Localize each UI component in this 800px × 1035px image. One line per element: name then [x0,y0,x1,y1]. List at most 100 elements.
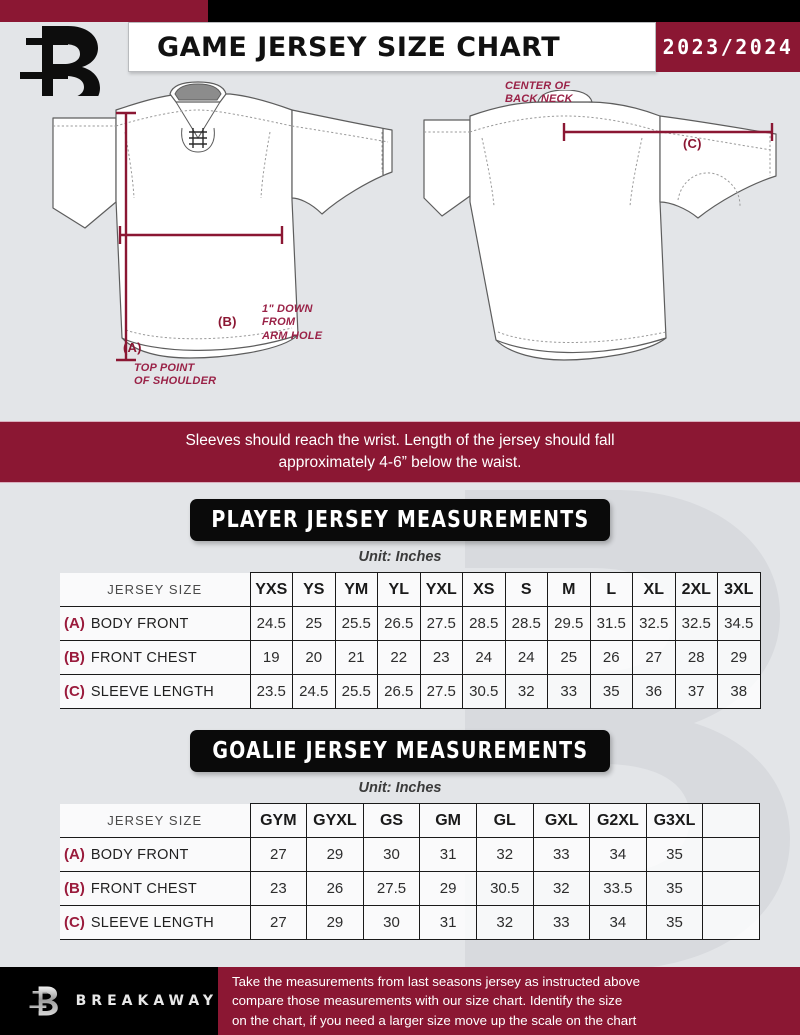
table-cell-value: 27.5 [419,606,463,641]
column-header-size: GXL [532,803,591,838]
row-measure-tag: (B) [64,649,85,666]
row-label: (A) BODY FRONT [60,606,251,641]
column-header-size: GM [419,803,477,838]
player-table-body: JERSEY SIZE YXS YS YM YL YXL XS S M L XL 2XL 3XL (A) B… [60,572,761,709]
top-strip-black [208,0,800,22]
table-cell-value: 21 [334,640,378,675]
table-cell-value: 28 [674,640,718,675]
row-measure-name: FRONT CHEST [90,881,197,897]
measure-a-note: TOP POINT OF SHOULDER [134,362,217,388]
table-cell-value: 19 [249,640,293,675]
table-header-row: JERSEY SIZE GYM GYXL GS GM GL GXL G2XL G3XL [60,803,760,838]
table-cell-value: 32 [504,674,548,709]
table-cell-value: 24 [462,640,506,675]
table-cell-value [702,837,760,872]
table-cell-value: 32 [475,905,534,940]
table-cell-value: 23.5 [249,674,293,709]
goalie-section-title: GOALIE JERSEY MEASUREMENTS [212,738,588,764]
table-row: (B) FRONT CHEST 19 20 21 22 23 24 24 25 26 27 28 29 [60,640,761,675]
table-cell-value: 32 [532,871,591,906]
table-cell-value: 26.5 [377,606,421,641]
table-cell-value: 34 [589,837,647,872]
table-cell-value: 30 [362,837,421,872]
goalie-section-title-pill: GOALIE JERSEY MEASUREMENTS [190,730,610,772]
page-title-box: GAME JERSEY SIZE CHART [128,22,656,72]
table-cell-value: 31.5 [589,606,633,641]
table-cell-value: 27.5 [362,871,421,906]
footer-instruction-line2: compare those measurements with our size… [232,993,623,1009]
column-header-size: XS [462,572,506,607]
table-cell-value: 35 [589,674,633,709]
top-strip-maroon [0,0,208,22]
measure-c-tag: (C) [683,136,702,151]
player-unit-label: Unit: Inches [358,549,442,565]
column-header-size: 2XL [674,572,718,607]
footer-instruction-line3: on the chart, if you need a larger size … [232,1012,637,1028]
column-header-size: G2XL [589,803,647,838]
table-cell-value: 28.5 [462,606,506,641]
column-header-size: L [589,572,633,607]
column-header-size: GYXL [306,803,364,838]
table-cell-value: 27 [632,640,676,675]
row-label: (C) SLEEVE LENGTH [60,674,251,709]
column-header-size: 3XL [717,572,761,607]
column-header-size: GS [362,803,421,838]
column-header-size [702,803,760,838]
table-cell-value: 27 [249,837,308,872]
table-cell-value: 33 [532,905,591,940]
column-header-size: GYM [249,803,308,838]
row-measure-name: BODY FRONT [90,847,189,863]
table-cell-value: 34 [589,905,647,940]
goalie-unit-label: Unit: Inches [358,780,442,796]
table-cell-value: 26 [589,640,633,675]
table-row: (A) BODY FRONT 24.5 25 25.5 26.5 27.5 28.5 28.5 2… [60,606,761,641]
table-cell-value [702,905,760,940]
column-header-size: YXS [249,572,293,607]
table-cell-value: 31 [419,905,477,940]
breakaway-b-logo-icon [12,18,122,111]
table-cell-value: 25 [292,606,336,641]
row-label: (C) SLEEVE LENGTH [60,905,251,940]
column-header-size: G3XL [645,803,704,838]
row-measure-name: FRONT CHEST [90,650,197,666]
row-measure-tag: (C) [64,914,85,931]
table-cell-value: 23 [419,640,463,675]
table-cell-value: 30.5 [462,674,506,709]
table-row: (B) FRONT CHEST 23 26 27.5 29 30.5 32 33.5 35 [60,871,760,906]
footer-brand: BREAKAWAY [0,967,218,1035]
table-cell-value: 33.5 [589,871,647,906]
table-cell-value: 33 [532,837,591,872]
column-header-size: S [504,572,548,607]
row-label: (A) BODY FRONT [60,837,251,872]
row-measure-tag: (B) [64,880,85,897]
fit-note-banner: Sleeves should reach the wrist. Length o… [0,421,800,483]
measure-b-note: 1" DOWN FROM ARM HOLE [262,303,323,342]
table-row: (C) SLEEVE LENGTH 27 29 30 31 32 33 34 35 [60,905,760,940]
page-header: GAME JERSEY SIZE CHART 2023/2024 [0,22,800,111]
table-cell-value: 24 [504,640,548,675]
player-measurements-table-wrap: JERSEY SIZE YXS YS YM YL YXL XS S M L XL 2XL 3XL (A) B… [60,572,761,709]
table-cell-value: 28.5 [504,606,548,641]
table-cell-value: 25.5 [334,674,378,709]
table-cell-value: 31 [419,837,477,872]
season-badge: 2023/2024 [656,22,800,72]
column-header-size: YM [334,572,378,607]
table-cell-value: 32.5 [674,606,718,641]
column-header-size: GL [475,803,534,838]
table-cell-value: 29.5 [547,606,591,641]
season-label: 2023/2024 [662,35,794,59]
table-cell-value: 35 [645,905,704,940]
row-label: (B) FRONT CHEST [60,871,251,906]
column-header-size: YS [292,572,336,607]
table-header-row: JERSEY SIZE YXS YS YM YL YXL XS S M L XL 2XL 3XL [60,572,761,607]
table-row: (A) BODY FRONT 27 29 30 31 32 33 34 35 [60,837,760,872]
table-cell-value: 23 [249,871,308,906]
column-header-size: XL [632,572,676,607]
goalie-measurements-table: JERSEY SIZE GYM GYXL GS GM GL GXL G2XL G3XL (A) BO… [60,803,760,940]
table-cell-value: 22 [377,640,421,675]
table-cell-value: 30 [362,905,421,940]
table-row: (C) SLEEVE LENGTH 23.5 24.5 25.5 26.5 27.5 30.5… [60,674,761,709]
table-cell-value: 29 [717,640,761,675]
row-measure-name: SLEEVE LENGTH [90,915,214,931]
